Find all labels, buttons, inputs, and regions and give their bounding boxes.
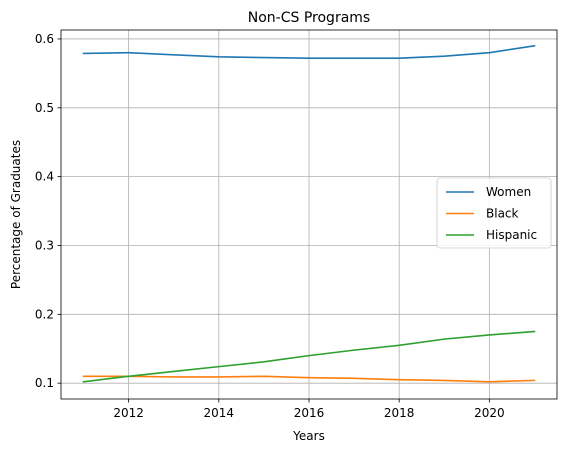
chart-title: Non-CS Programs — [248, 10, 370, 26]
series-line-women — [82, 44, 536, 60]
y-axis: 0.1 0.2 0.3 0.4 0.5 0.6 — [35, 32, 61, 390]
y-tick-label: 0.6 — [35, 32, 54, 46]
x-tick-label: 2016 — [294, 406, 325, 420]
y-axis-label: Percentage of Graduates — [9, 140, 23, 289]
series-line-hispanic — [82, 330, 536, 383]
x-axis: 2012 2014 2016 2018 2020 — [113, 399, 505, 420]
y-tick-label: 0.2 — [35, 307, 54, 321]
x-tick-label: 2018 — [384, 406, 415, 420]
legend: Women Black Hispanic — [436, 177, 552, 249]
series-line-black — [82, 375, 536, 383]
legend-label-black: Black — [486, 207, 519, 221]
x-tick-label: 2012 — [113, 406, 144, 420]
series-lines — [82, 44, 536, 383]
y-tick-label: 0.5 — [35, 101, 54, 115]
legend-label-hispanic: Hispanic — [486, 228, 537, 242]
legend-box — [436, 177, 552, 249]
x-tick-label: 2020 — [474, 406, 505, 420]
y-tick-label: 0.4 — [35, 170, 54, 184]
legend-label-women: Women — [486, 185, 531, 199]
x-axis-label: Years — [292, 429, 325, 443]
y-tick-label: 0.3 — [35, 238, 54, 252]
x-tick-label: 2014 — [204, 406, 235, 420]
y-tick-label: 0.1 — [35, 376, 54, 390]
